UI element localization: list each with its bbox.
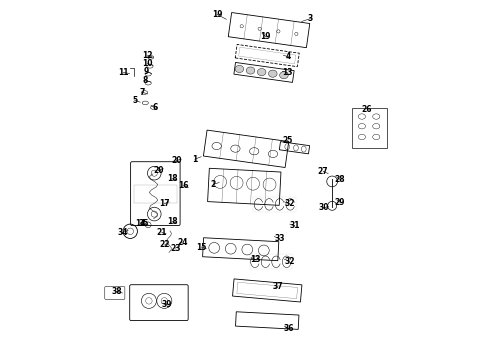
Text: 8: 8: [143, 76, 148, 85]
Text: 26: 26: [362, 105, 372, 114]
Ellipse shape: [257, 68, 266, 76]
Text: 23: 23: [170, 244, 181, 253]
Text: 4: 4: [286, 53, 292, 62]
Ellipse shape: [235, 66, 244, 73]
Text: 20: 20: [153, 166, 164, 175]
Text: 1: 1: [192, 155, 197, 164]
Text: 18: 18: [167, 174, 178, 183]
Text: 6: 6: [152, 103, 157, 112]
Text: 19: 19: [261, 32, 271, 41]
Text: 10: 10: [142, 59, 153, 68]
Text: 16: 16: [178, 181, 189, 190]
Text: 35: 35: [139, 219, 149, 228]
Ellipse shape: [280, 72, 288, 79]
Text: 36: 36: [284, 324, 294, 333]
Text: 30: 30: [318, 203, 329, 212]
Text: 17: 17: [159, 199, 170, 208]
Text: 3: 3: [308, 14, 313, 23]
Ellipse shape: [269, 70, 277, 77]
Text: 13: 13: [250, 255, 261, 264]
Text: 9: 9: [144, 67, 149, 76]
Text: 25: 25: [283, 136, 293, 145]
Text: 11: 11: [118, 68, 128, 77]
Text: 24: 24: [177, 238, 188, 247]
Text: 34: 34: [118, 228, 128, 237]
Text: 7: 7: [139, 87, 145, 96]
Text: 15: 15: [196, 243, 206, 252]
Text: 33: 33: [274, 234, 285, 243]
Text: 31: 31: [289, 221, 300, 230]
Text: 37: 37: [272, 282, 283, 291]
Text: 29: 29: [335, 198, 345, 207]
Text: 13: 13: [282, 68, 293, 77]
Text: 22: 22: [159, 240, 170, 249]
Text: 27: 27: [318, 167, 328, 176]
Text: 32: 32: [284, 257, 294, 266]
Text: 32: 32: [284, 199, 294, 208]
Text: 21: 21: [156, 228, 167, 237]
Ellipse shape: [246, 67, 255, 74]
Text: 12: 12: [142, 51, 153, 60]
Text: 38: 38: [112, 287, 122, 296]
Text: 39: 39: [162, 300, 172, 309]
Text: 28: 28: [335, 175, 345, 184]
Text: 19: 19: [212, 10, 222, 19]
Text: 5: 5: [132, 96, 137, 105]
Text: 14: 14: [135, 219, 146, 228]
Text: 20: 20: [171, 156, 181, 165]
Text: 18: 18: [167, 217, 178, 226]
Text: 2: 2: [211, 180, 216, 189]
